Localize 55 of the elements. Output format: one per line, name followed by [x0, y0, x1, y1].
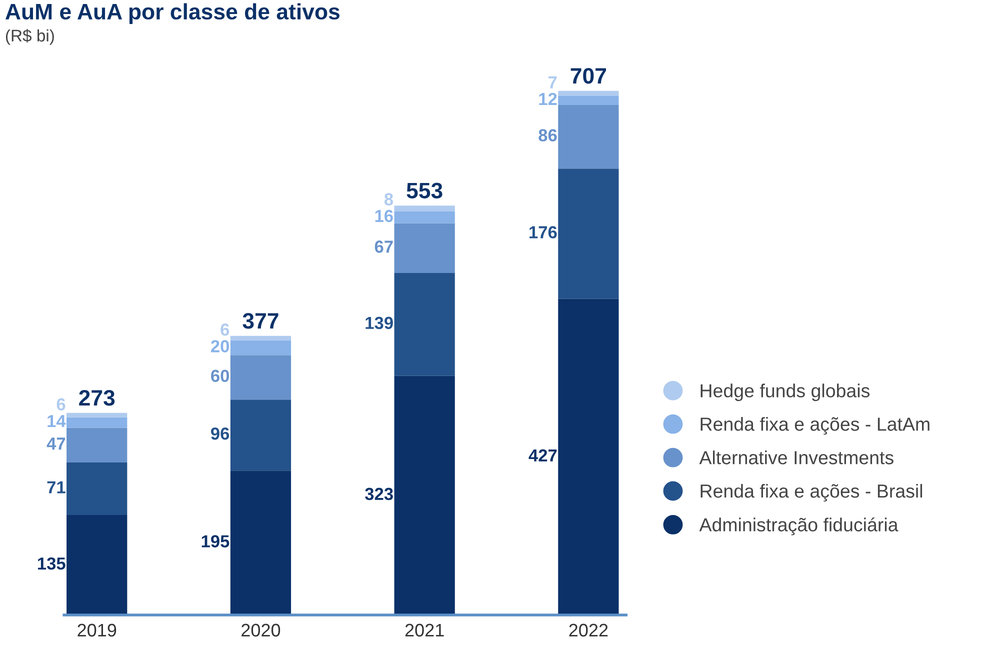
bar	[558, 168, 619, 299]
chart-title: AuM e AuA por classe de ativos	[5, 3, 340, 24]
bar	[394, 223, 455, 273]
data-label: 96	[211, 427, 230, 440]
chart-subtitle: (R$ bi)	[6, 29, 54, 45]
data-label: 6	[220, 323, 230, 336]
total-label: 377	[242, 313, 278, 329]
bar	[558, 96, 619, 105]
data-label: 16	[375, 210, 393, 222]
bar	[66, 412, 128, 418]
bar	[558, 104, 619, 169]
bar	[394, 212, 455, 224]
data-label: 139	[366, 316, 393, 330]
bar	[66, 462, 128, 516]
legend-label: Renda fixa e ações - LatAm	[700, 417, 930, 435]
legend-label: Hedge funds globais	[700, 384, 870, 402]
data-label: 176	[530, 226, 557, 238]
bar	[230, 355, 292, 400]
data-label: 12	[539, 92, 557, 105]
data-label: 86	[538, 129, 557, 142]
data-label: 67	[374, 240, 393, 253]
legend-label: Administração fiduciária	[699, 517, 898, 536]
legend-label: Alternative Investments	[699, 450, 894, 464]
data-label: 20	[211, 340, 229, 352]
data-label: 60	[211, 370, 229, 382]
total-label: 553	[406, 182, 442, 198]
bar	[230, 400, 292, 471]
total-label: 707	[570, 68, 606, 84]
data-label: 135	[38, 557, 66, 570]
bar	[66, 428, 128, 462]
bar	[558, 90, 619, 96]
x-tick-label: 2019	[78, 624, 116, 637]
bar	[66, 515, 128, 615]
x-tick-label: 2022	[569, 624, 608, 637]
bar	[394, 376, 455, 615]
x-tick-label: 2021	[405, 624, 444, 637]
bar	[230, 340, 292, 356]
bar	[558, 298, 619, 615]
data-label: 14	[48, 415, 66, 428]
bar	[230, 336, 292, 340]
data-label: 195	[202, 535, 230, 548]
data-label: 47	[46, 438, 66, 450]
data-label: 323	[364, 488, 393, 500]
data-label: 6	[56, 398, 66, 411]
data-label: 71	[47, 481, 66, 494]
bar	[230, 470, 292, 615]
total-label: 273	[79, 390, 115, 406]
legend-label: Renda fixa e ações - Brasil	[700, 484, 922, 502]
data-label: 7	[548, 76, 557, 88]
bar	[394, 206, 455, 212]
bar	[66, 417, 128, 428]
data-label: 8	[384, 193, 394, 206]
data-label: 427	[528, 449, 557, 462]
x-tick-label: 2020	[242, 624, 280, 637]
bar	[394, 272, 455, 376]
